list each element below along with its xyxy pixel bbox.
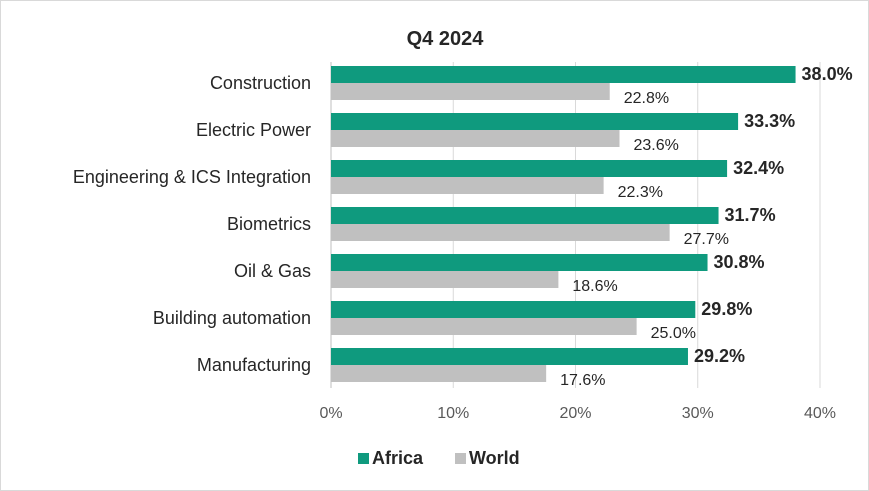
bar-world-oil-and-gas [331,271,559,288]
category-label-engineering-and-ics-integration: Engineering & ICS Integration [73,167,311,187]
legend-label-world: World [469,448,520,468]
bar-world-electric-power [331,130,620,147]
legend-label-africa: Africa [372,448,424,468]
bar-world-manufacturing [331,365,547,382]
data-label-world-manufacturing: 17.6% [560,372,605,389]
bar-africa-electric-power [331,113,739,130]
x-tick-label-30: 30% [682,405,714,422]
legend-swatch-africa [358,453,369,464]
bar-africa-biometrics [331,207,719,224]
data-label-africa-building-automation: 29.8% [701,299,752,319]
data-label-world-oil-and-gas: 18.6% [572,278,617,295]
data-label-world-electric-power: 23.6% [634,137,679,154]
bar-africa-manufacturing [331,348,688,365]
data-label-africa-construction: 38.0% [802,64,853,84]
bars [331,66,796,382]
bar-africa-oil-and-gas [331,254,708,271]
category-label-oil-and-gas: Oil & Gas [234,261,311,281]
category-label-biometrics: Biometrics [227,214,311,234]
data-label-africa-biometrics: 31.7% [725,205,776,225]
data-label-africa-engineering-and-ics-integration: 32.4% [733,158,784,178]
legend-swatch-world [455,453,466,464]
bar-world-construction [331,83,610,100]
chart-title: Q4 2024 [407,28,485,50]
bar-africa-building-automation [331,301,696,318]
category-labels: Construction Electric Power Engineering & … [73,73,311,375]
x-tick-label-10: 10% [437,405,469,422]
legend: Africa World [358,448,520,468]
category-label-construction: Construction [210,73,311,93]
category-label-electric-power: Electric Power [196,120,311,140]
bar-world-building-automation [331,318,637,335]
bar-world-biometrics [331,224,670,241]
data-label-africa-manufacturing: 29.2% [694,346,745,366]
data-label-world-biometrics: 27.7% [684,231,729,248]
x-axis-tick-labels: 0% 10% 20% 30% 40% [319,405,836,422]
x-tick-label-40: 40% [804,405,836,422]
bar-world-engineering-and-ics-integration [331,177,604,194]
data-label-world-construction: 22.8% [624,90,669,107]
data-label-world-engineering-and-ics-integration: 22.3% [618,184,663,201]
data-label-africa-oil-and-gas: 30.8% [714,252,765,272]
category-label-building-automation: Building automation [153,308,311,328]
x-tick-label-20: 20% [559,405,591,422]
x-tick-label-0: 0% [319,405,342,422]
data-labels: 38.0% 22.8% 33.3% 23.6% 32.4% 22.3% 31.7% 27.7%… [560,64,852,389]
data-label-africa-electric-power: 33.3% [744,111,795,131]
bar-africa-construction [331,66,796,83]
data-label-world-building-automation: 25.0% [651,325,696,342]
category-label-manufacturing: Manufacturing [197,355,311,375]
bar-africa-engineering-and-ics-integration [331,160,728,177]
